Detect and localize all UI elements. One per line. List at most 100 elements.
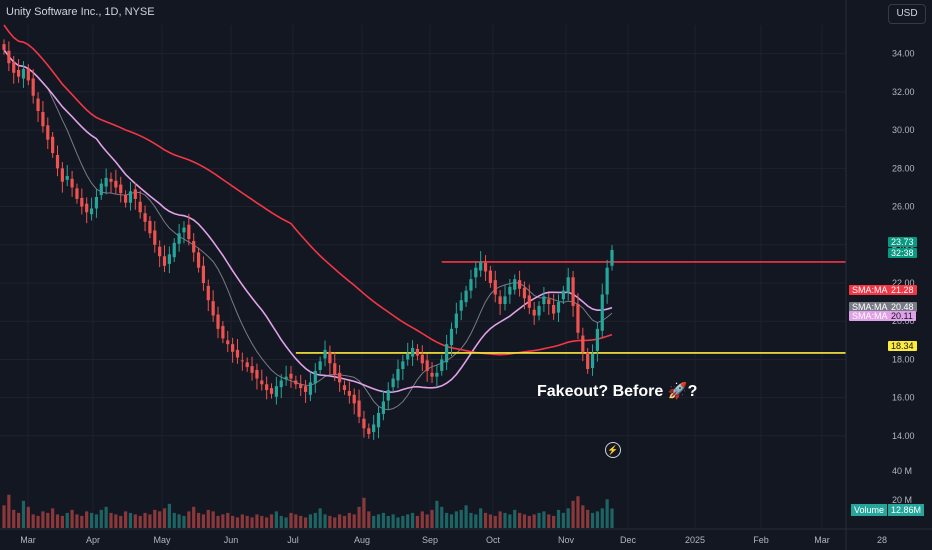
- x-tick-label: Feb: [753, 535, 769, 545]
- volume-bar: [177, 514, 181, 528]
- candle: [245, 362, 249, 368]
- candle: [138, 201, 142, 213]
- volume-bar: [143, 512, 147, 528]
- candle: [148, 220, 152, 234]
- candle: [46, 125, 50, 140]
- sma-long-line: [3, 24, 613, 356]
- candle: [299, 384, 303, 389]
- candle: [483, 262, 488, 272]
- volume-bar: [211, 511, 215, 528]
- price-axis[interactable]: 34.0032.0030.0028.0026.0024.0022.0020.00…: [845, 0, 932, 550]
- volume-bar: [274, 511, 278, 528]
- x-tick-label: Apr: [86, 535, 100, 545]
- candle: [420, 354, 424, 364]
- volume-bar: [279, 515, 283, 528]
- price-axis-bg: [846, 0, 932, 550]
- candle: [12, 62, 16, 73]
- volume-bar: [493, 515, 497, 528]
- volume-bar: [391, 514, 395, 528]
- candle: [547, 299, 551, 305]
- volume-bar: [425, 514, 429, 528]
- y-tick-label: 34.00: [892, 49, 915, 59]
- candles: [2, 39, 614, 440]
- y-tick-label: 16.00: [892, 393, 915, 403]
- volume-bar: [406, 514, 410, 528]
- candle: [235, 349, 240, 358]
- volume-bar: [26, 506, 30, 528]
- candle: [513, 279, 517, 290]
- volume-bar: [527, 515, 531, 528]
- grid: [0, 25, 883, 528]
- volume-bar: [158, 511, 162, 528]
- candle: [323, 349, 327, 359]
- candle: [231, 344, 235, 352]
- candle: [221, 326, 225, 339]
- volume-bar: [372, 515, 376, 528]
- candle: [250, 366, 254, 373]
- candle: [605, 267, 609, 295]
- volume-bar: [216, 515, 220, 528]
- candle: [255, 369, 259, 379]
- x-tick-label: 2025: [685, 535, 705, 545]
- volume-bar: [537, 512, 541, 528]
- candle: [406, 353, 410, 360]
- x-tick-label: Nov: [558, 535, 575, 545]
- candle: [303, 386, 308, 392]
- candle: [16, 69, 21, 77]
- time-axis[interactable]: Mar Apr May Jun Jul Aug Sep Oct Nov Dec 2025 Feb Mar…: [0, 528, 932, 545]
- candle: [357, 400, 361, 417]
- candle: [595, 328, 600, 351]
- candle: [367, 428, 371, 434]
- candle: [610, 249, 614, 266]
- candle: [347, 390, 351, 396]
- candle: [508, 286, 512, 295]
- volume-bar: [517, 512, 522, 528]
- candle: [260, 380, 264, 385]
- price-tag-value: 32:38: [888, 248, 917, 258]
- volume-bar: [415, 515, 420, 528]
- volume-bar: [610, 508, 614, 528]
- candle: [571, 277, 575, 306]
- volume-bar: [226, 512, 230, 528]
- volume-bar: [182, 515, 186, 528]
- volume-bar: [65, 512, 69, 528]
- volume-bar: [396, 517, 400, 528]
- volume-bar: [600, 508, 604, 528]
- volume-bar: [556, 509, 561, 528]
- candle: [216, 314, 220, 329]
- lightning-icon[interactable]: ⚡: [605, 442, 621, 458]
- candle: [342, 385, 347, 391]
- currency-button[interactable]: USD: [888, 4, 926, 24]
- x-tick-label: 28: [877, 535, 887, 545]
- volume-bar: [201, 514, 206, 528]
- candle: [211, 301, 215, 316]
- candle: [352, 394, 356, 404]
- candle: [440, 359, 444, 371]
- chart-annotation: Fakeout? Before 🚀?: [537, 383, 698, 400]
- candle: [114, 180, 118, 188]
- volume-bar: [303, 517, 308, 528]
- volume-bar: [454, 511, 458, 528]
- candle: [206, 285, 210, 301]
- x-tick-label: Mar: [814, 535, 830, 545]
- x-tick-label: Dec: [620, 535, 637, 545]
- candle: [552, 304, 556, 314]
- candle: [143, 213, 147, 222]
- candle: [26, 68, 30, 81]
- candle: [576, 304, 580, 333]
- volume-bar: [235, 517, 240, 528]
- candle: [60, 168, 64, 182]
- candle: [600, 294, 604, 331]
- volume-bar: [80, 515, 84, 528]
- volume-bar: [445, 512, 449, 528]
- y-tick-label: 30.00: [892, 125, 915, 135]
- volume-bar: [51, 508, 55, 528]
- x-tick-label: Jun: [224, 535, 239, 545]
- candle: [36, 98, 40, 111]
- volume-bar: [430, 509, 434, 528]
- volume-bar: [352, 514, 356, 528]
- volume-axis-label: 40 M: [892, 466, 912, 476]
- x-tick-label: Sep: [422, 535, 438, 545]
- candle: [333, 363, 337, 375]
